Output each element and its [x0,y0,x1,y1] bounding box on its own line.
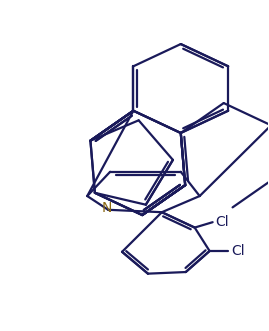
Text: N: N [102,202,112,215]
Text: Cl: Cl [215,215,229,229]
Text: Cl: Cl [231,244,245,258]
